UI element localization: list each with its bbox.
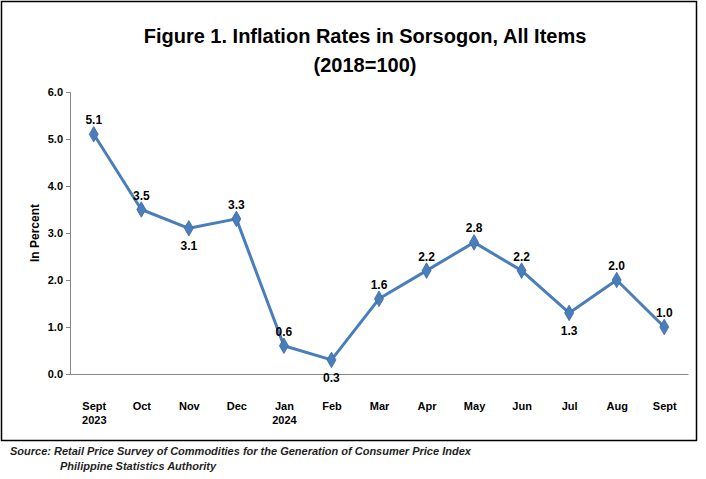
data-labels: 5.1 3.5 3.1 3.3 0.6 0.3 1.6 2.2 2.8 2.2 1.3 2.0 1.0	[85, 113, 672, 385]
y-tick-label: 3.0	[48, 227, 63, 239]
x-tick-label: Jun	[512, 400, 532, 412]
data-label: 2.2	[418, 250, 435, 264]
y-tick-label: 0.0	[48, 368, 63, 380]
y-tick: 2.0	[48, 274, 70, 286]
data-label: 3.1	[181, 239, 198, 253]
y-tick-label: 1.0	[48, 321, 63, 333]
x-tick: Sept2023	[82, 374, 106, 426]
marker	[89, 127, 98, 143]
x-tick: Sept	[653, 374, 677, 412]
y-tick-mark	[66, 327, 70, 328]
y-tick: 1.0	[48, 321, 70, 333]
y-tick-mark	[66, 186, 70, 187]
x-tick: Aug	[606, 374, 627, 412]
marker	[232, 211, 241, 227]
data-label: 1.0	[656, 306, 673, 320]
x-tick-label: Jan2024	[272, 400, 297, 426]
subtitle: (2018=100)	[314, 54, 417, 76]
marker	[422, 263, 431, 279]
x-tick: Apr	[418, 374, 438, 412]
y-tick-mark	[66, 374, 70, 375]
series-line	[94, 134, 664, 360]
x-tick-label: Mar	[370, 400, 390, 412]
y-axis-title: In Percent	[28, 204, 42, 262]
y-tick: 0.0	[48, 368, 70, 380]
x-tick-label: Nov	[179, 400, 201, 412]
data-label: 1.3	[561, 324, 578, 338]
y-tick-mark	[66, 233, 70, 234]
x-tick: Jul	[562, 374, 578, 412]
data-label: 5.1	[85, 113, 102, 127]
y-tick-mark	[66, 139, 70, 140]
chart: Figure 1. Inflation Rates in Sorsogon, A…	[0, 0, 706, 479]
marker	[612, 272, 621, 288]
y-tick: 4.0	[48, 180, 70, 192]
data-label: 1.6	[371, 278, 388, 292]
y-tick-label: 4.0	[48, 180, 63, 192]
marker	[470, 235, 479, 251]
y-tick: 6.0	[48, 86, 70, 98]
y-tick-label: 2.0	[48, 274, 63, 286]
marker	[279, 338, 288, 354]
y-tick-label: 6.0	[48, 86, 63, 98]
x-tick-label: Jul	[562, 400, 578, 412]
data-label: 2.0	[608, 259, 625, 273]
data-label: 3.3	[228, 198, 245, 212]
data-label: 2.2	[513, 250, 530, 264]
marker	[375, 291, 384, 307]
marker	[327, 352, 336, 368]
x-tick-label: Feb	[322, 400, 342, 412]
title: Figure 1. Inflation Rates in Sorsogon, A…	[144, 25, 587, 47]
source-note: Source: Retail Price Survey of Commoditi…	[10, 445, 472, 457]
chart-frame	[2, 2, 697, 441]
marker	[184, 221, 193, 237]
source-note: Philippine Statistics Authority	[60, 460, 217, 472]
x-tick-label: May	[464, 400, 486, 412]
x-tick: Mar	[370, 374, 390, 412]
x-tick-label: Aug	[606, 400, 627, 412]
x-tick-label: Oct	[133, 400, 152, 412]
x-tick: Oct	[133, 374, 152, 412]
y-tick: 5.0	[48, 133, 70, 145]
marker	[517, 263, 526, 279]
data-label: 0.6	[276, 325, 293, 339]
x-axis-line	[71, 374, 689, 375]
x-tick-label: Sept2023	[82, 400, 106, 426]
data-label: 0.3	[323, 371, 340, 385]
x-tick-label: Dec	[227, 400, 247, 412]
y-tick: 3.0	[48, 227, 70, 239]
x-tick: Jun	[512, 374, 532, 412]
x-tick-label: Sept	[653, 400, 677, 412]
x-tick-label: Apr	[418, 400, 438, 412]
y-tick-mark	[66, 92, 70, 93]
y-axis: 0.0 1.0 2.0 3.0 4.0 5.0 6.0	[48, 86, 71, 380]
y-tick-mark	[66, 280, 70, 281]
y-tick-label: 5.0	[48, 133, 63, 145]
marker	[660, 319, 669, 335]
data-label: 2.8	[466, 221, 483, 235]
y-axis-line	[66, 93, 71, 375]
x-axis: Sept2023 Oct Nov Dec Jan2024 Feb Mar Apr May Jun J…	[71, 374, 689, 426]
x-tick: Dec	[227, 374, 247, 412]
plot-area	[89, 127, 668, 368]
x-tick: Jan2024	[272, 374, 297, 426]
x-tick: May	[464, 374, 486, 412]
marker	[137, 202, 146, 218]
x-tick: Nov	[179, 374, 201, 412]
data-label: 3.5	[133, 189, 150, 203]
marker	[565, 305, 574, 321]
